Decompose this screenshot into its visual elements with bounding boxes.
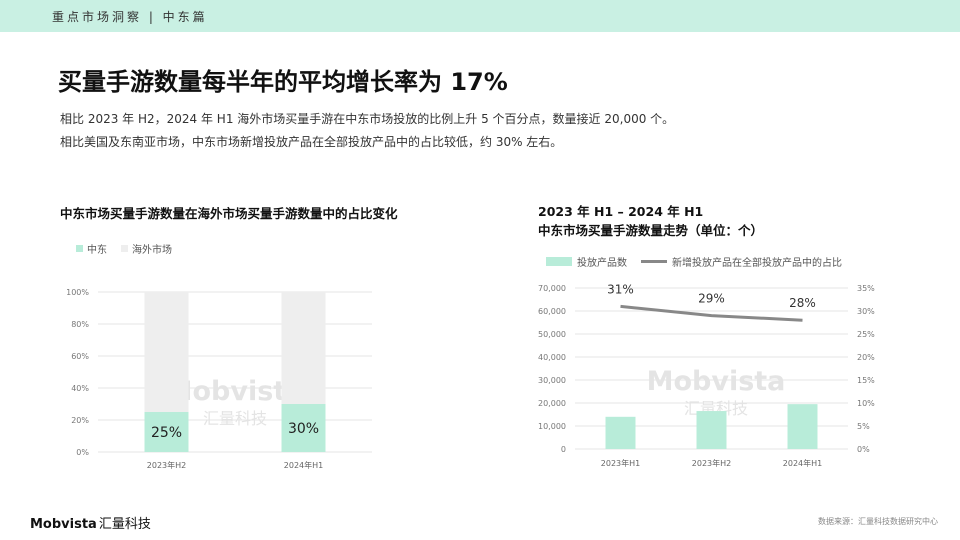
y-tick-label: 80% [71, 320, 89, 329]
y-left-tick-label: 60,000 [538, 307, 566, 316]
y-tick-label: 60% [71, 352, 89, 361]
legend-label-products: 投放产品数 [577, 258, 627, 269]
bar-value-label: 25% [151, 425, 182, 441]
bar-products [696, 411, 727, 449]
y-left-tick-label: 0 [561, 445, 566, 454]
line-new-share [620, 304, 803, 322]
right-chart-subtitle: 中东市场买量手游数量走势（单位：个） [538, 223, 764, 238]
x-tick-label: 2023年H2 [692, 458, 731, 468]
y-right-tick-label: 20% [857, 353, 875, 362]
y-right-tick-label: 0% [857, 445, 870, 454]
x-tick-label: 2023年H2 [147, 460, 186, 470]
y-left-tick-label: 40,000 [538, 353, 566, 362]
line-value-label: 31% [607, 282, 634, 296]
watermark-logo-cn: 汇量科技 [684, 399, 748, 418]
left-chart-legend: 中东 海外市场 [76, 241, 172, 256]
footer-logo: Mobvista 汇量科技 [30, 513, 151, 532]
x-tick-label: 2023年H1 [601, 458, 640, 468]
y-right-tick-label: 15% [857, 376, 875, 385]
bar-overseas [281, 292, 326, 404]
y-tick-label: 100% [66, 288, 89, 297]
top-banner: 重点市场洞察 | 中东篇 [0, 0, 960, 32]
description-line-1: 相比 2023 年 H2，2024 年 H1 海外市场买量手游在中东市场投放的比… [60, 112, 675, 126]
y-right-tick-label: 25% [857, 330, 875, 339]
y-right-tick-label: 35% [857, 284, 875, 293]
bar-products [787, 404, 818, 449]
legend-swatch-new-share [641, 260, 667, 263]
bar-middle-east [281, 404, 326, 452]
breadcrumb: 重点市场洞察 | 中东篇 [52, 10, 208, 24]
line-value-label: 28% [789, 296, 816, 310]
x-tick-label: 2024年H1 [783, 458, 822, 468]
footer-logo-en: Mobvista [30, 517, 97, 532]
legend-label-new-share: 新增投放产品在全部投放产品中的占比 [672, 258, 842, 269]
y-right-tick-label: 30% [857, 307, 875, 316]
y-left-tick-label: 20,000 [538, 399, 566, 408]
right-chart-legend: 投放产品数 新增投放产品在全部投放产品中的占比 [546, 254, 842, 269]
y-right-tick-label: 10% [857, 399, 875, 408]
y-left-tick-label: 10,000 [538, 422, 566, 431]
legend-label-middle-east: 中东 [87, 245, 107, 256]
y-tick-label: 0% [76, 448, 89, 457]
y-right-tick-label: 5% [857, 422, 870, 431]
legend-swatch-overseas [121, 245, 128, 252]
y-left-tick-label: 30,000 [538, 376, 566, 385]
watermark-logo: Mobvista [647, 366, 786, 397]
y-tick-label: 20% [71, 416, 89, 425]
page-title: 买量手游数量每半年的平均增长率为 17% [58, 68, 508, 96]
y-tick-label: 40% [71, 384, 89, 393]
line-value-label: 29% [698, 292, 725, 306]
y-left-tick-label: 70,000 [538, 284, 566, 293]
left-chart-title: 中东市场买量手游数量在海外市场买量手游数量中的占比变化 [60, 206, 398, 221]
right-chart-title: 2023 年 H1 – 2024 年 H1 [538, 204, 704, 219]
bar-middle-east [144, 412, 189, 452]
x-tick-label: 2024年H1 [284, 460, 323, 470]
bar-products [605, 416, 636, 449]
description-line-2: 相比美国及东南亚市场，中东市场新增投放产品在全部投放产品中的占比较低，约 30%… [60, 135, 563, 149]
bar-value-label: 30% [288, 421, 319, 437]
y-left-tick-label: 50,000 [538, 330, 566, 339]
legend-swatch-middle-east [76, 245, 83, 252]
legend-swatch-products [546, 257, 572, 266]
bar-overseas [144, 292, 189, 412]
watermark-logo-cn: 汇量科技 [203, 409, 267, 428]
footer-logo-cn: 汇量科技 [98, 517, 151, 532]
watermark-logo: Mobvista [166, 376, 305, 407]
data-source: 数据来源：汇量科技数据研究中心 [818, 517, 938, 526]
legend-label-overseas: 海外市场 [132, 245, 172, 256]
